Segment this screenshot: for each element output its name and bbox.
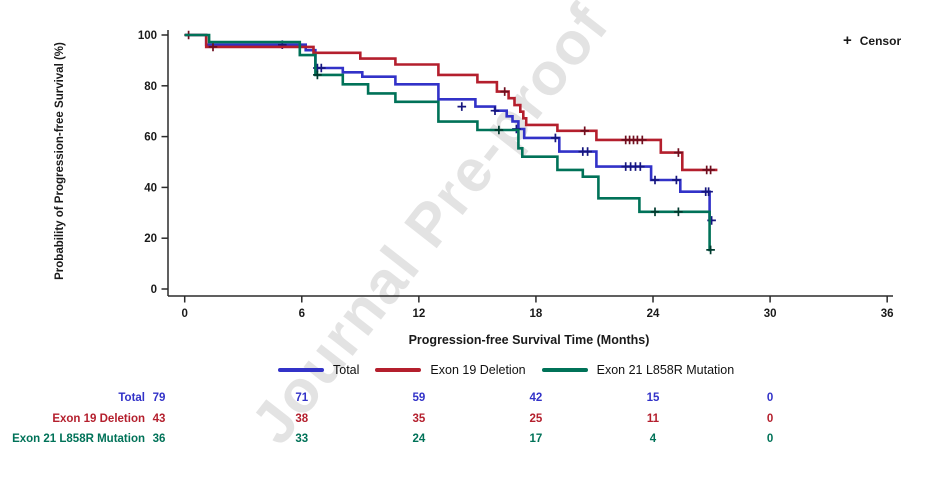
legend-item-total: Total [278,363,359,377]
series-curve-exon-21-l858r-mutation [184,33,712,252]
y-tick-label: 40 [144,182,157,194]
censor-plus-icon: + [843,32,852,49]
censor-legend-label: Censor [859,34,902,48]
y-tick-label: 100 [138,30,157,42]
y-axis-title: Probability of Progression-free Survival… [54,42,66,280]
censor-legend: + Censor [843,32,902,49]
axes [167,30,893,297]
x-tick-label: 24 [647,308,660,320]
legend-line-swatch [375,368,422,372]
censor-marks-exon-19-deletion [184,30,715,175]
censor-marks-total [278,40,716,225]
x-tick-label: 0 [181,308,187,320]
x-tick-label: 18 [530,308,543,320]
legend-item-exon-19-deletion: Exon 19 Deletion [375,363,526,377]
y-tick-label: 60 [144,132,157,144]
legend-line-swatch [278,368,324,372]
series-curve-total [184,33,713,222]
censor-marks-exon-21-l858r-mutation [313,70,715,255]
legend-label: Exon 19 Deletion [430,363,526,377]
y-tick-label: 80 [144,81,157,93]
x-axis-title: Progression-free Survival Time (Months) [408,333,650,347]
y-tick-label: 0 [151,284,157,296]
legend-label: Exon 21 L858R Mutation [596,363,735,377]
series-curve-exon-19-deletion [184,33,718,172]
legend-item-exon-21-l858r-mutation: Exon 21 L858R Mutation [541,363,735,377]
x-tick-label: 6 [299,308,305,320]
legend-label: Total [333,363,360,377]
series-legend: Total Exon 19 Deletion Exon 21 L858R Mutat… [278,363,734,377]
legend-line-swatch [541,368,588,372]
x-tick-label: 12 [412,308,425,320]
x-tick-label: 30 [764,308,777,320]
x-tick-label: 36 [881,308,894,320]
y-tick-label: 20 [144,233,157,245]
